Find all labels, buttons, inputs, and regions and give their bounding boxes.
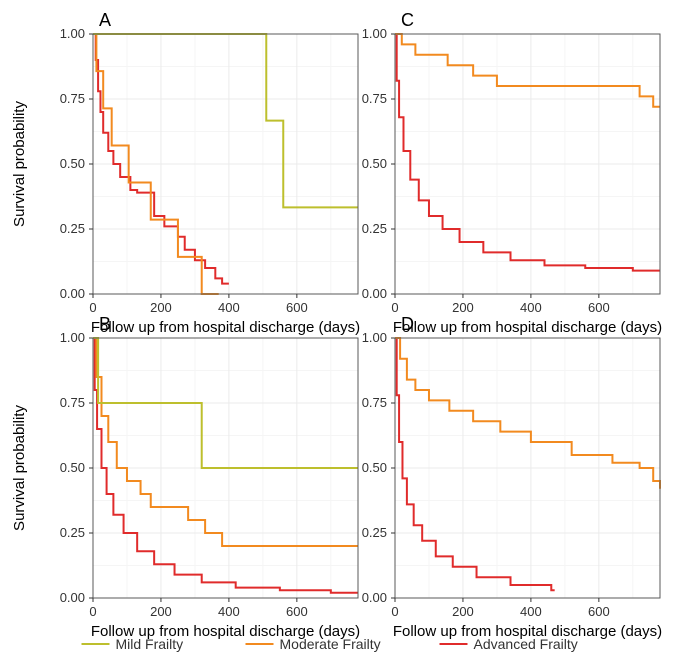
legend-label-mild: Mild Frailty (116, 636, 184, 652)
ytick-label: 1.00 (362, 330, 387, 345)
xtick-label: 400 (218, 300, 240, 315)
ytick-label: 0.50 (362, 460, 387, 475)
xtick-label: 600 (588, 300, 610, 315)
ytick-label: 1.00 (60, 330, 85, 345)
legend-label-moderate: Moderate Frailty (280, 636, 381, 652)
xtick-label: 400 (520, 604, 542, 619)
panel-label-C: C (401, 10, 414, 30)
xtick-label: 0 (89, 604, 96, 619)
ytick-label: 0.50 (60, 460, 85, 475)
survival-figure: A 0.00 0.25 0.50 0.75 1.00 0 200 400 600 Follow up… (0, 0, 675, 663)
ytick-label: 0.00 (60, 590, 85, 605)
legend: Mild Frailty Moderate Frailty Advanced Fra… (82, 636, 578, 652)
ytick-label: 0.50 (362, 156, 387, 171)
x-axis-title: Follow up from hospital discharge (days) (91, 319, 360, 336)
xtick-label: 400 (520, 300, 542, 315)
xtick-label: 0 (89, 300, 96, 315)
ytick-label: 1.00 (60, 26, 85, 41)
ytick-label: 0.00 (60, 286, 85, 301)
ytick-label: 0.75 (60, 395, 85, 410)
xtick-label: 600 (588, 604, 610, 619)
xtick-label: 600 (286, 300, 308, 315)
ytick-label: 0.75 (362, 395, 387, 410)
survival-svg: A 0.00 0.25 0.50 0.75 1.00 0 200 400 600 Follow up… (0, 0, 675, 663)
xtick-label: 0 (391, 604, 398, 619)
xtick-label: 200 (150, 300, 172, 315)
x-axis-title: Follow up from hospital discharge (days) (393, 319, 662, 336)
ytick-label: 0.75 (362, 91, 387, 106)
ytick-label: 0.25 (362, 221, 387, 236)
y-axis-title: Survival probability (11, 405, 28, 531)
ytick-label: 0.25 (362, 525, 387, 540)
xtick-label: 0 (391, 300, 398, 315)
legend-label-advanced: Advanced Frailty (474, 636, 578, 652)
ytick-label: 0.00 (362, 590, 387, 605)
xtick-label: 200 (452, 604, 474, 619)
ytick-label: 0.25 (60, 525, 85, 540)
ytick-label: 0.25 (60, 221, 85, 236)
ytick-label: 0.75 (60, 91, 85, 106)
panel-label-A: A (99, 10, 111, 30)
panel-label-D: D (401, 314, 414, 334)
xtick-label: 600 (286, 604, 308, 619)
xtick-label: 200 (452, 300, 474, 315)
ytick-label: 1.00 (362, 26, 387, 41)
xtick-label: 200 (150, 604, 172, 619)
panel-label-B: B (99, 314, 111, 334)
ytick-label: 0.50 (60, 156, 85, 171)
xtick-label: 400 (218, 604, 240, 619)
y-axis-title: Survival probability (11, 101, 28, 227)
ytick-label: 0.00 (362, 286, 387, 301)
